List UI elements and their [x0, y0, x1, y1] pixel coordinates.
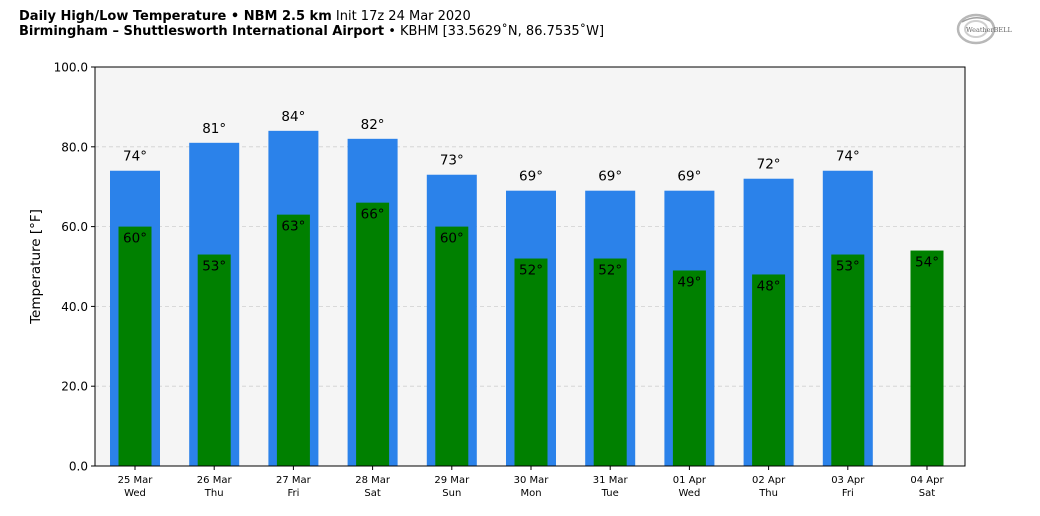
- x-tick-date: 01 Apr: [673, 475, 707, 486]
- low-bar: [118, 226, 152, 466]
- logo-text: WeatherBELL: [966, 26, 1012, 34]
- chart-title-line: Daily High/Low Temperature • NBM 2.5 km …: [19, 9, 604, 24]
- location-line: Birmingham – Shuttlesworth International…: [19, 24, 604, 39]
- high-value-label: 81°: [202, 121, 226, 137]
- low-bar: [514, 258, 548, 466]
- chart-header: Daily High/Low Temperature • NBM 2.5 km …: [19, 9, 604, 39]
- x-tick-day: Fri: [287, 488, 299, 499]
- low-bar: [593, 258, 627, 466]
- low-bar: [752, 274, 786, 466]
- high-value-label: 74°: [836, 149, 860, 165]
- high-value-label: 69°: [519, 169, 543, 185]
- chart-title: Daily High/Low Temperature • NBM 2.5 km: [19, 9, 332, 24]
- x-tick-day: Fri: [842, 488, 854, 499]
- x-tick-date: 04 Apr: [910, 475, 944, 486]
- high-value-label: 69°: [677, 169, 701, 185]
- x-tick-day: Sat: [364, 488, 380, 499]
- y-tick-label: 0.0: [69, 460, 88, 474]
- y-axis-label: Temperature [°F]: [28, 209, 44, 325]
- low-bar: [276, 214, 310, 466]
- low-bar: [197, 254, 231, 466]
- y-tick-label: 20.0: [61, 380, 88, 394]
- low-value-label: 60°: [123, 231, 147, 247]
- low-value-label: 48°: [757, 278, 781, 294]
- x-tick-date: 28 Mar: [355, 475, 391, 486]
- x-tick-day: Mon: [520, 488, 541, 499]
- y-tick-label: 60.0: [61, 220, 88, 234]
- y-axis: 0.0 20.0 40.0 60.0 80.0 100.0: [54, 61, 95, 474]
- low-value-label: 66°: [361, 207, 385, 223]
- y-tick-label: 100.0: [54, 61, 88, 75]
- x-tick-day: Tue: [601, 488, 619, 499]
- bars: [110, 130, 944, 467]
- low-value-label: 53°: [836, 259, 860, 275]
- x-tick-day: Wed: [678, 488, 700, 499]
- high-value-label: 84°: [281, 109, 305, 125]
- x-tick-date: 31 Mar: [593, 475, 629, 486]
- init-time: Init 17z 24 Mar 2020: [335, 9, 471, 24]
- low-bar: [831, 254, 865, 466]
- x-tick-day: Thu: [758, 488, 778, 499]
- location-coordinates: • KBHM [33.5629˚N, 86.7535˚W]: [388, 24, 605, 39]
- y-tick-label: 40.0: [61, 300, 88, 314]
- plot-frame: [94, 66, 966, 467]
- low-value-label: 52°: [598, 263, 622, 279]
- x-tick-day: Sun: [442, 488, 461, 499]
- location-name: Birmingham – Shuttlesworth International…: [19, 24, 385, 39]
- x-tick-day: Thu: [204, 488, 224, 499]
- weatherbell-logo: WeatherBELL: [956, 13, 1012, 45]
- high-value-label: 82°: [361, 117, 385, 133]
- y-tick-label: 80.0: [61, 140, 88, 154]
- low-bar: [672, 270, 706, 466]
- x-tick-day: Wed: [124, 488, 146, 499]
- x-tick-day: Sat: [919, 488, 935, 499]
- x-tick-date: 02 Apr: [752, 475, 786, 486]
- x-tick-date: 25 Mar: [118, 475, 154, 486]
- x-tick-date: 27 Mar: [276, 475, 312, 486]
- x-axis: 25 Mar Wed 26 Mar Thu 27 Mar Fri 28 Mar Sat 29 M…: [118, 466, 944, 499]
- low-value-label: 53°: [202, 259, 226, 275]
- low-value-label: 60°: [440, 231, 464, 247]
- high-value-label: 73°: [440, 153, 464, 169]
- x-tick-date: 29 Mar: [434, 475, 470, 486]
- low-value-label: 49°: [677, 274, 701, 290]
- low-bar: [435, 226, 469, 466]
- high-value-label: 69°: [598, 169, 622, 185]
- low-value-label: 52°: [519, 263, 543, 279]
- bar-labels: 74° 81° 84° 82° 73° 69° 69° 69° 72° 74° 60° 53° 63° 6…: [123, 109, 939, 295]
- high-value-label: 72°: [757, 157, 781, 173]
- x-tick-date: 30 Mar: [514, 475, 550, 486]
- high-value-label: 74°: [123, 149, 147, 165]
- low-bar: [910, 250, 944, 466]
- low-value-label: 54°: [915, 255, 939, 271]
- low-value-label: 63°: [281, 219, 305, 235]
- x-tick-date: 26 Mar: [197, 475, 233, 486]
- low-bar: [356, 202, 390, 466]
- x-tick-date: 03 Apr: [831, 475, 865, 486]
